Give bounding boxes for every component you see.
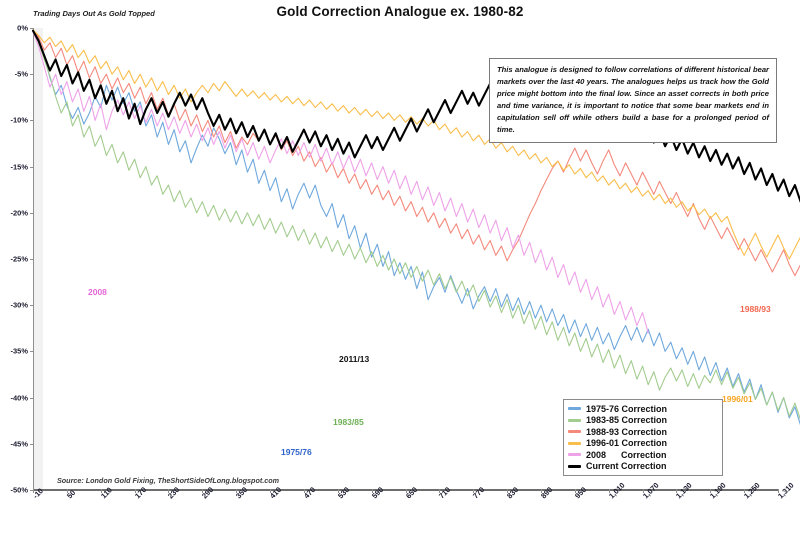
- x-tick-mark: [236, 489, 238, 493]
- xaxis-caption: Trading Days Out As Gold Topped: [33, 9, 155, 18]
- y-tick-label: -40%: [10, 393, 28, 403]
- x-tick-mark: [710, 489, 712, 493]
- y-tick-label: -25%: [10, 254, 28, 264]
- x-tick-mark: [337, 489, 339, 493]
- label-1996-01: 1996/01: [722, 394, 753, 404]
- legend-color-swatch: [568, 441, 581, 445]
- legend-color-swatch: [568, 464, 581, 468]
- page-title: Gold Correction Analogue ex. 1980-82: [276, 4, 524, 19]
- y-tick-label: -20%: [10, 208, 28, 218]
- x-tick-mark: [540, 489, 542, 493]
- pre-top-band: [33, 28, 43, 490]
- x-tick-mark: [439, 489, 441, 493]
- y-tick-label: 0%: [17, 23, 28, 33]
- analogue-note-text: This analogue is designed to follow corr…: [497, 65, 769, 134]
- legend-item-label: 1983-85 Correction: [586, 415, 668, 426]
- legend-item[interactable]: 1988-93 Correction: [568, 426, 717, 438]
- y-tick-label: -15%: [10, 162, 28, 172]
- legend-item[interactable]: 2008 Correction: [568, 449, 717, 461]
- legend: 1975-76 Correction 1983-85 Correction 1988…: [563, 399, 723, 476]
- x-tick-mark: [507, 489, 509, 493]
- y-tick-mark: [30, 120, 33, 122]
- legend-item[interactable]: 1975-76 Correction: [568, 403, 717, 415]
- legend-color-swatch: [568, 407, 581, 411]
- y-tick-label: -30%: [10, 300, 28, 310]
- legend-item[interactable]: 1996-01 Correction: [568, 438, 717, 450]
- x-tick-mark: [608, 489, 610, 493]
- x-tick-mark: [371, 489, 373, 493]
- series-line: [32, 29, 800, 260]
- label-1983-85: 1983/85: [333, 417, 364, 427]
- legend-item-label: 2008 Correction: [586, 449, 667, 460]
- series-line: [32, 30, 800, 420]
- y-tick-mark: [30, 28, 33, 29]
- legend-color-swatch: [568, 430, 581, 434]
- y-axis-line: [33, 28, 34, 490]
- x-tick-mark: [270, 489, 272, 493]
- analogue-note-box: This analogue is designed to follow corr…: [489, 58, 777, 143]
- x-tick-mark: [303, 489, 305, 493]
- y-tick-mark: [30, 490, 33, 491]
- source-note: Source: London Gold Fixing, TheShortSide…: [57, 476, 279, 485]
- y-tick-label: -10%: [10, 115, 28, 125]
- label-2008: 2008: [88, 287, 107, 297]
- legend-color-swatch: [568, 418, 581, 422]
- series-line: [32, 31, 649, 334]
- x-tick-mark: [676, 489, 678, 493]
- x-tick-mark: [473, 489, 475, 493]
- y-tick-mark: [30, 351, 33, 353]
- series-lines: [31, 29, 800, 426]
- x-tick-mark: [168, 489, 170, 493]
- x-tick-mark: [202, 489, 204, 493]
- x-tick-mark: [778, 489, 779, 493]
- y-tick-mark: [30, 212, 33, 214]
- x-tick-mark: [405, 489, 407, 493]
- y-tick-label: -5%: [14, 69, 28, 79]
- y-tick-label: -50%: [10, 485, 28, 495]
- y-tick-mark: [30, 259, 33, 260]
- series-line: [32, 29, 800, 277]
- y-tick-mark: [30, 166, 33, 168]
- label-1975-76: 1975/76: [281, 447, 312, 457]
- y-tick-label: -45%: [10, 439, 28, 449]
- label-1988-93: 1988/93: [740, 304, 771, 314]
- x-tick-mark: [100, 489, 102, 493]
- legend-item-label: 1975-76 Correction: [586, 403, 668, 414]
- y-tick-mark: [30, 74, 33, 76]
- y-tick-mark: [30, 305, 33, 307]
- plot-area: 0% -5% -10% -15% -20% -25% -30% -35% -40% -45% -50…: [10, 24, 800, 500]
- x-tick-mark: [134, 489, 136, 493]
- y-tick-mark: [30, 443, 33, 445]
- legend-item-label: Current Correction: [586, 461, 667, 472]
- legend-item[interactable]: Current Correction: [568, 461, 717, 473]
- x-tick-mark: [66, 489, 68, 493]
- x-tick-mark: [744, 489, 746, 493]
- x-tick-mark: [33, 489, 34, 493]
- label-2011-13: 2011/13: [339, 354, 370, 364]
- y-tick-mark: [30, 397, 33, 399]
- x-tick-mark: [642, 489, 644, 493]
- legend-color-swatch: [568, 453, 581, 457]
- legend-item[interactable]: 1983-85 Correction: [568, 415, 717, 427]
- y-tick-label: -35%: [10, 346, 28, 356]
- x-tick-mark: [574, 489, 576, 493]
- legend-item-label: 1996-01 Correction: [586, 438, 668, 449]
- legend-item-label: 1988-93 Correction: [586, 426, 668, 437]
